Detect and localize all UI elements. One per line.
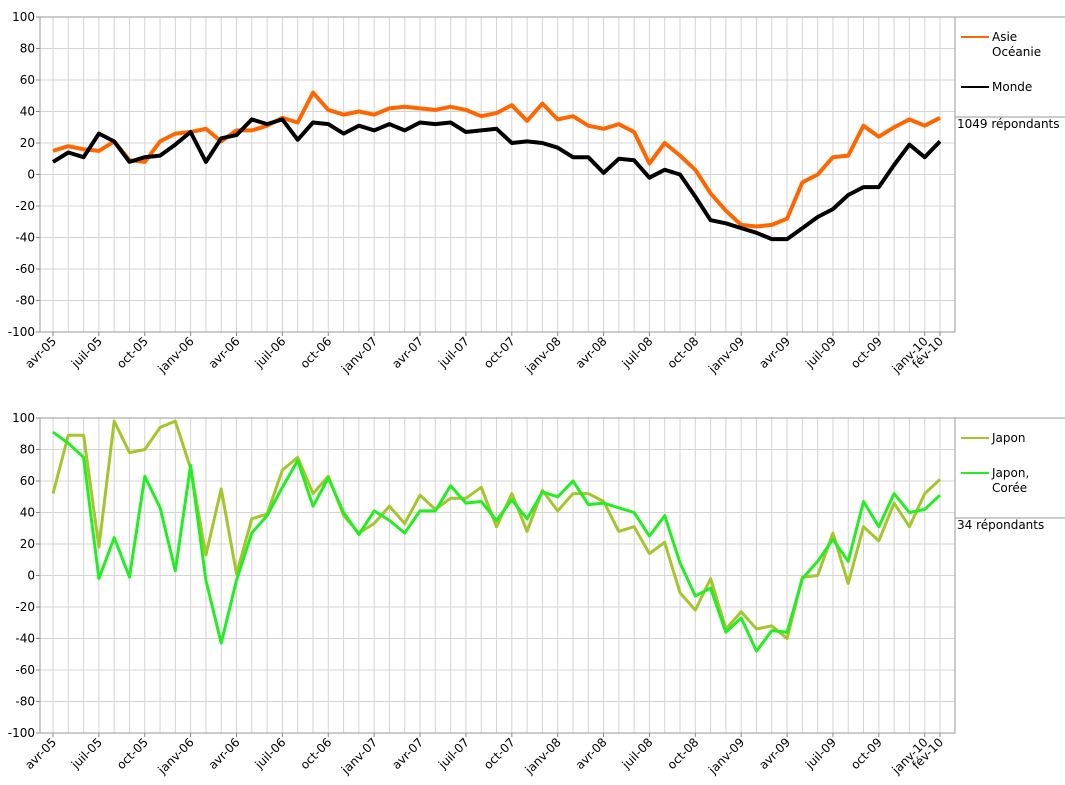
y-tick-label: 20 [20,136,35,150]
y-tick-label: -20 [15,199,35,213]
x-tick-label: janv-08 [522,334,564,376]
x-tick-label: avr-05 [22,735,59,772]
y-tick-label: 40 [20,506,35,520]
x-tick-label: avr-07 [389,735,426,772]
x-tick-label: oct-05 [114,334,151,371]
x-tick-label: janv-08 [522,735,564,777]
x-tick-label: janv-09 [705,735,747,777]
x-tick-label: avr-07 [389,334,426,371]
plot-frame [39,417,956,734]
x-tick-label: juil-06 [252,334,289,371]
y-tick-label: 80 [20,42,35,56]
x-tick-label: oct-09 [848,735,885,772]
y-tick-label: -80 [15,695,35,709]
y-tick-label: -40 [15,632,35,646]
x-tick-label: juil-08 [619,334,656,371]
legend-label: Japon, Corée [992,466,1030,495]
x-tick-label: janv-07 [338,334,380,376]
plot-frame [39,16,956,333]
legend-label: Japon [992,431,1026,445]
x-tick-label: janv-06 [155,735,197,777]
legend-label: Monde [992,80,1033,94]
y-tick-label: 80 [20,443,35,457]
y-tick-label: 60 [20,474,35,488]
y-tick-label: 40 [20,105,35,119]
x-tick-label: juil-09 [802,735,839,772]
respondents-note: 1049 répondants [957,117,1060,131]
y-tick-label: -80 [15,294,35,308]
y-tick-label: -20 [15,600,35,614]
series-line [52,430,942,653]
x-tick-label: avr-08 [573,334,610,371]
y-tick-label: 60 [20,73,35,87]
x-tick-label: oct-07 [481,334,518,371]
x-tick-label: oct-09 [848,334,885,371]
respondents-note: 34 répondants [957,518,1045,532]
x-tick-label: juil-05 [68,334,105,371]
legend-label: Asie Océanie [992,30,1042,59]
x-tick-label: oct-08 [664,334,701,371]
x-tick-label: juil-06 [252,735,289,772]
series-line [51,117,942,242]
x-tick-label: juil-09 [802,334,839,371]
y-tick-label: 20 [20,537,35,551]
y-tick-label: -60 [15,262,35,276]
x-tick-label: oct-06 [297,735,334,772]
x-tick-label: juil-05 [68,735,105,772]
x-tick-label: avr-06 [206,334,243,371]
x-tick-label: oct-07 [481,735,518,772]
legend-box [954,417,1065,519]
x-tick-label: janv-07 [338,735,380,777]
x-tick-label: juil-07 [435,735,472,772]
x-tick-label: janv-06 [155,334,197,376]
x-tick-label: juil-07 [435,334,472,371]
x-tick-label: oct-06 [297,334,334,371]
x-tick-label: juil-08 [619,735,656,772]
x-tick-label: avr-09 [756,735,793,772]
x-tick-label: avr-09 [756,334,793,371]
y-tick-label: 0 [27,569,35,583]
y-tick-label: -100 [8,325,35,339]
y-tick-label: -40 [15,231,35,245]
x-tick-label: avr-08 [573,735,610,772]
x-tick-label: janv-09 [705,334,747,376]
y-tick-label: 100 [12,411,35,425]
x-tick-label: oct-08 [664,735,701,772]
x-tick-label: avr-06 [206,735,243,772]
y-tick-label: -60 [15,663,35,677]
x-tick-label: oct-05 [114,735,151,772]
x-tick-label: avr-05 [22,334,59,371]
y-tick-label: 0 [27,168,35,182]
y-tick-label: 100 [12,10,35,24]
legend-box [954,16,1065,118]
series-line [52,90,941,229]
y-tick-label: -100 [8,726,35,740]
